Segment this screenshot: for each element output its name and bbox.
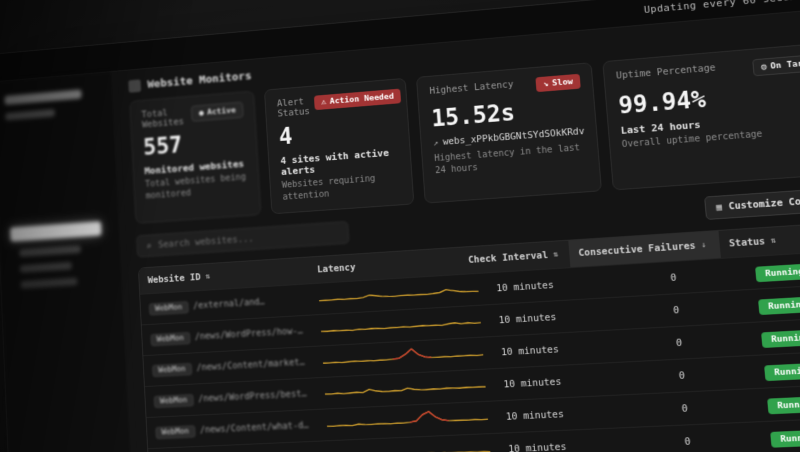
status-badge: Running — [767, 395, 800, 415]
website-id-path: /news/Content/market-… — [196, 357, 306, 374]
page-title: Website Monitors — [147, 69, 252, 92]
total-websites-card: Total Websites ● Active 557 Monitored we… — [129, 90, 262, 224]
sort-icon: ⇅ — [205, 272, 211, 282]
website-id-pill: WebMon — [148, 300, 189, 316]
consecutive-failures-value: 0 — [681, 402, 689, 415]
sidebar-brand — [4, 89, 82, 105]
sort-icon: ⇅ — [770, 236, 777, 246]
on-target-badge: ◎ On Target — [751, 53, 800, 77]
check-interval-value: 10 minutes — [498, 311, 557, 326]
website-id-pill: WebMon — [150, 331, 191, 346]
action-needed-badge: ⚠ Action Needed — [314, 88, 402, 111]
consecutive-failures-value: 0 — [672, 304, 680, 316]
search-input[interactable] — [156, 226, 340, 252]
latency-sparkline — [317, 404, 497, 437]
link-icon: ↗ — [432, 137, 439, 148]
card-description: Total websites being monitored — [144, 172, 247, 201]
consecutive-failures-value: 0 — [675, 337, 683, 349]
search-box[interactable]: ⌕ — [136, 221, 350, 258]
column-header-status[interactable]: Status ⇅ — [728, 236, 777, 250]
active-badge: ● Active — [191, 101, 244, 122]
sort-icon: ⇅ — [553, 250, 559, 260]
sidebar-item-selected[interactable] — [10, 221, 102, 242]
check-interval-value: 10 minutes — [505, 408, 565, 423]
main-panel: Website Monitors Total Websites ● Active… — [113, 7, 800, 452]
sidebar-subtitle — [5, 108, 56, 121]
search-icon: ⌕ — [145, 240, 152, 252]
website-id-path: /news/WordPress/best-… — [198, 389, 308, 405]
consecutive-failures-value: 0 — [670, 272, 677, 284]
uptime-percentage-card: Uptime Percentage ◎ On Target 99.94% Las… — [602, 41, 800, 191]
consecutive-failures-value: 0 — [678, 369, 686, 382]
latency-sparkline — [319, 437, 500, 452]
card-description: Highest latency in the last 24 hours — [433, 143, 581, 176]
total-websites-value: 557 — [142, 132, 183, 161]
check-interval-value: 10 minutes — [500, 343, 560, 358]
sidebar-item[interactable] — [19, 261, 72, 273]
card-label: Total Websites — [141, 107, 185, 131]
status-badge: Running — [755, 263, 800, 283]
monitor-icon — [128, 79, 142, 93]
sidebar-item[interactable] — [19, 245, 82, 257]
sidebar-item[interactable] — [20, 277, 78, 289]
sort-desc-icon: ↓ — [700, 240, 707, 251]
check-interval-value: 10 minutes — [503, 376, 562, 390]
website-id-pill: WebMon — [155, 424, 196, 439]
alert-count-value: 4 — [278, 123, 294, 151]
card-label: Highest Latency — [429, 79, 514, 97]
monitors-table: Website ID ⇅ Latency Check Interval ⇅ Co… — [137, 221, 800, 452]
target-icon: ◎ — [760, 61, 768, 73]
check-interval-value: 10 minutes — [507, 441, 567, 452]
website-id-path: /external/and… — [192, 297, 265, 312]
status-badge: Running — [761, 329, 800, 349]
check-interval-value: 10 minutes — [495, 279, 555, 294]
card-label: Alert Status — [276, 96, 311, 120]
alert-icon: ⚠ — [321, 97, 327, 108]
status-badge: Running — [758, 296, 800, 316]
card-label: Uptime Percentage — [615, 62, 716, 82]
columns-icon: ▦ — [715, 201, 723, 213]
highest-latency-card: Highest Latency ↘ Slow 15.52s ↗ webs_xPP… — [416, 62, 602, 204]
consecutive-failures-value: 0 — [684, 435, 692, 448]
status-badge: Running — [764, 362, 800, 382]
alert-status-card: Alert Status ⚠ Action Needed 4 4 sites w… — [264, 77, 415, 215]
slow-badge: ↘ Slow — [535, 73, 581, 93]
active-dot-icon: ● — [198, 108, 204, 118]
website-id-path: /news/WordPress/how-… — [194, 326, 304, 343]
trend-down-icon: ↘ — [542, 78, 549, 89]
customize-columns-button[interactable]: ▦ Customize Columns ⌄ — [703, 186, 800, 220]
website-id-path: /news/Content/what-di… — [199, 420, 310, 436]
status-badge: Running — [770, 429, 800, 448]
website-id-pill: WebMon — [152, 362, 192, 377]
website-id-pill: WebMon — [153, 393, 194, 408]
